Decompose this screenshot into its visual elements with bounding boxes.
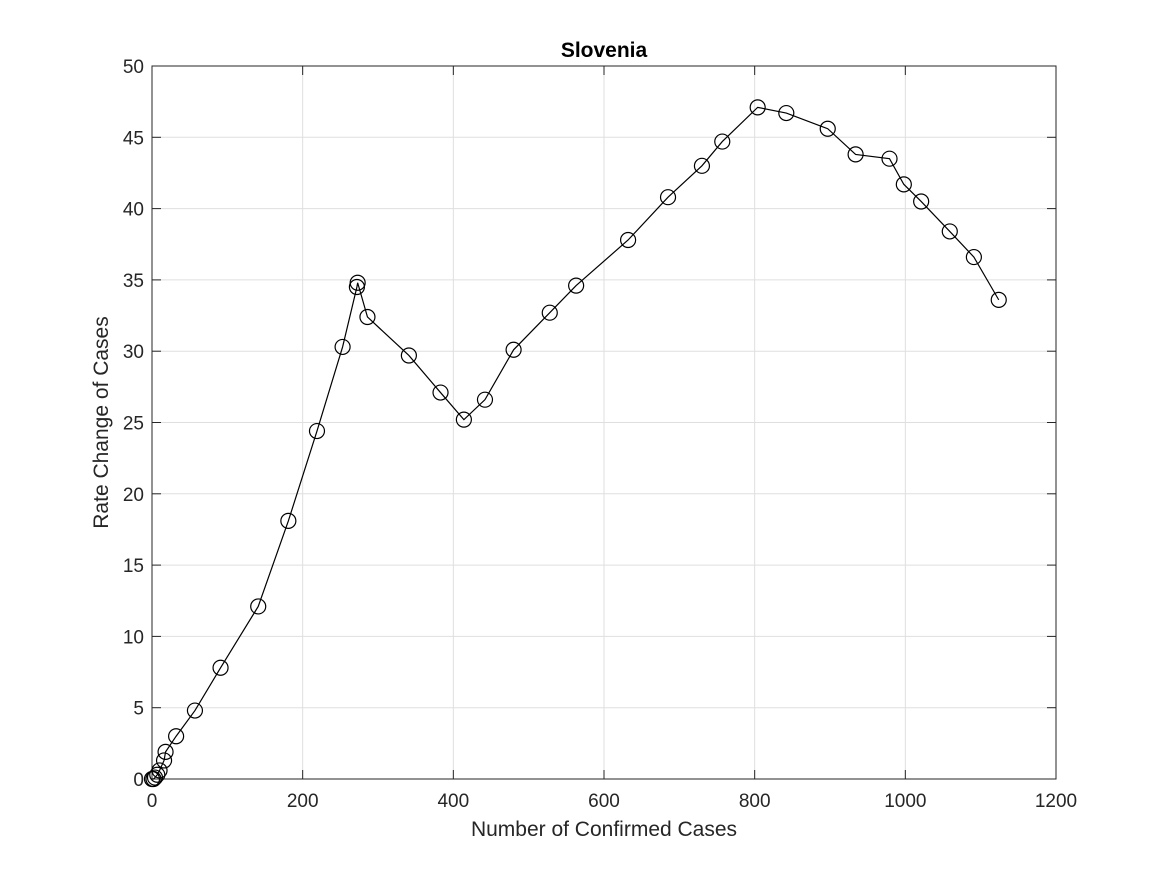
data-point [359,308,376,326]
axis-ticks: 0 200 400 600 800 1000 1200 0 5 10 15 20 25 30 35 40 45 5… [123,57,1077,812]
data-point [819,120,836,137]
x-tick-label: 1000 [884,791,926,812]
data-point [334,338,351,356]
y-tick-label: 50 [123,57,144,78]
data-point [145,770,162,788]
data-point [965,248,982,266]
data-point [913,193,930,210]
data-point [941,223,958,240]
y-tick-label: 45 [123,128,144,149]
data-point [693,157,711,174]
data-point [990,291,1007,308]
data-point [568,277,585,294]
series-line [152,106,1000,780]
y-tick-label: 0 [133,770,144,791]
data-point [847,146,864,163]
data-point [280,512,297,529]
y-tick-label: 25 [123,414,144,435]
y-tick-label: 5 [133,699,144,720]
data-point [151,762,168,779]
data-point [541,304,558,321]
data-point [212,659,229,676]
x-tick-label: 600 [588,791,620,812]
y-tick-label: 10 [123,627,144,648]
x-tick-label: 400 [437,791,469,812]
data-point [881,150,898,167]
data-point [349,274,366,291]
data-point [778,104,795,122]
data-point [895,176,912,193]
y-axis-title: Rate Change of Cases [90,316,113,528]
x-tick-label: 0 [147,791,158,812]
data-point [749,99,766,116]
data-point [186,702,204,719]
y-tick-label: 35 [123,271,144,292]
chart-title: Slovenia [561,39,648,62]
data-series [143,99,1007,788]
data-point [168,728,185,745]
x-tick-label: 200 [287,791,319,812]
data-point [149,766,166,783]
grid-lines [151,65,1057,780]
x-tick-label: 800 [739,791,771,812]
x-axis-title: Number of Confirmed Cases [471,818,737,841]
y-tick-label: 15 [123,556,144,577]
data-point [432,384,449,401]
y-tick-label: 40 [123,200,144,221]
data-point [476,391,494,408]
y-tick-label: 20 [123,485,144,506]
data-point [155,752,173,769]
data-point [620,231,637,249]
x-tick-label: 1200 [1035,791,1077,812]
data-point [659,189,677,206]
data-point [455,411,472,428]
data-point [308,422,326,440]
data-point [714,133,731,150]
y-tick-label: 30 [123,342,144,363]
data-point [400,347,417,364]
data-point [157,743,174,761]
data-point [250,598,267,615]
data-point [505,341,522,358]
